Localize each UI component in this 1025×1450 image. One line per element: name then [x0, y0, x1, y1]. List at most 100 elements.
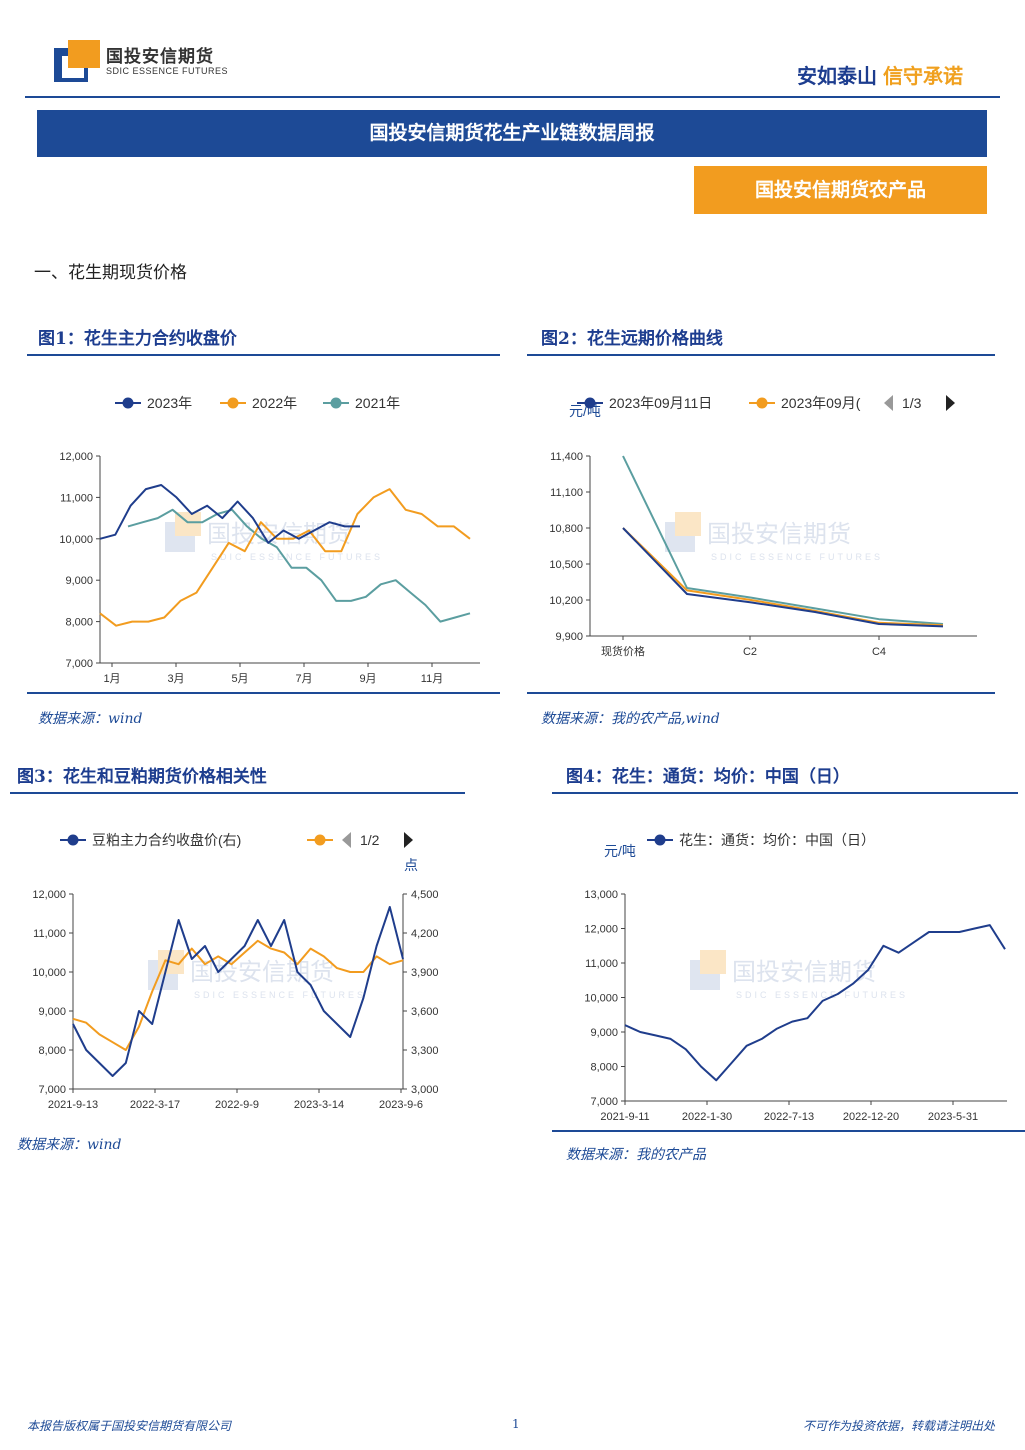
figure1-y-tick-label: 8,000 — [65, 617, 93, 629]
watermark-subtext: SDIC ESSENCE FUTURES — [736, 990, 908, 1000]
figure4-bottom-rule — [552, 1130, 1025, 1132]
figure4-x-tick-label: 2021-9-11 — [600, 1111, 649, 1123]
pager-prev-icon — [884, 395, 893, 411]
footer-page-number: 1 — [512, 1417, 520, 1431]
figure1-series-2022-line — [99, 488, 471, 627]
pager-prev-icon — [342, 832, 351, 848]
figure4-y-tick-label: 7,000 — [590, 1096, 618, 1108]
figure1-y-tick-label: 9,000 — [65, 575, 93, 587]
figure1-x-tick-label: 1月 — [103, 673, 120, 685]
figure2-bottom-rule — [527, 692, 995, 694]
figure1-bottom-rule — [27, 692, 500, 694]
figure4-y-tick-label: 9,000 — [590, 1027, 618, 1039]
figure2-x-tick-label: 现货价格 — [601, 644, 645, 658]
figure3-top-rule — [10, 792, 465, 794]
pager-next-icon — [404, 832, 413, 848]
figure3-x-tick-label: 2023-3-14 — [294, 1099, 344, 1111]
figure2-legend-item-marker-icon — [756, 397, 768, 409]
figure3-right-tick-label: 4,500 — [411, 889, 439, 901]
figure4-y-tick-label: 12,000 — [584, 924, 618, 936]
figure2-title: 图2：花生远期价格曲线 — [541, 329, 723, 349]
figure3-x-tick-label: 2021-9-13 — [48, 1099, 98, 1111]
figure2-series-line-2 — [622, 455, 944, 625]
figure3-y-tick-label: 7,000 — [38, 1084, 66, 1096]
figure2-x-tick-label: C2 — [743, 646, 757, 658]
figure4-top-rule — [552, 792, 1018, 794]
figure4-x-tick-label: 2022-7-13 — [764, 1111, 814, 1123]
figure3-x-tick-label: 2022-9-9 — [215, 1099, 259, 1111]
figure2-series-line-1 — [622, 527, 944, 627]
figure3-legend-item-marker-icon — [67, 834, 79, 846]
figure1-legend-item-marker-icon — [122, 397, 134, 409]
figure3-legend-item-2-marker-icon — [314, 834, 326, 846]
figure1-series-2021-line — [127, 508, 471, 623]
figure3-chart: 国投安信期货 SDIC ESSENCE FUTURES 点 7,000 8,000 9,0… — [32, 832, 439, 1111]
figure3-y-tick-label: 8,000 — [38, 1045, 66, 1057]
figure4-y-tick-label: 13,000 — [584, 889, 618, 901]
figure3-right-tick-label: 3,900 — [411, 967, 439, 979]
footer-copyright: 本报告版权属于国投安信期货有限公司 — [27, 1419, 232, 1433]
figure2-legend-item-label: 2023年09月( — [781, 395, 861, 411]
figure4-chart: 国投安信期货 SDIC ESSENCE FUTURES 元/吨 7,000 8,000 9… — [584, 832, 1007, 1123]
figure1-y-tick-label: 7,000 — [65, 658, 93, 670]
figure2-series-line-0 — [622, 527, 944, 628]
section-heading: 一、花生期现货价格 — [34, 263, 187, 283]
company-logo: 国投安信期货 SDIC ESSENCE FUTURES — [54, 40, 254, 88]
figure1-legend-item-label: 2021年 — [355, 395, 400, 411]
watermark-subtext: SDIC ESSENCE FUTURES — [194, 990, 366, 1000]
pager-next-icon — [946, 395, 955, 411]
figure4-x-tick-label: 2023-5-31 — [928, 1111, 978, 1123]
figure3-right-unit-label: 点 — [404, 857, 418, 873]
figure2-chart: 国投安信期货 SDIC ESSENCE FUTURES 元/吨 9,900 10,200… — [549, 395, 977, 658]
figure1-y-tick-label: 11,000 — [60, 492, 93, 504]
watermark-text: 国投安信期货 — [707, 521, 851, 548]
watermark-text: 国投安信期货 — [732, 959, 876, 986]
slogan-part2: 信守承诺 — [883, 64, 963, 88]
figure3-y-tick-label: 12,000 — [32, 889, 66, 901]
figure3-peanut-line — [72, 939, 404, 1051]
figure1-title: 图1：花生主力合约收盘价 — [38, 329, 237, 349]
figure4-price-line — [624, 924, 1006, 1082]
logo-text: 国投安信期货 — [106, 47, 214, 67]
pager-label: 1/2 — [360, 832, 380, 848]
figure1-legend-item-marker-icon — [330, 397, 342, 409]
figure4-legend-item-label: 花生：通货：均价：中国（日） — [679, 832, 875, 848]
watermark-mark-icon — [675, 512, 701, 536]
watermark-mark-icon — [700, 950, 726, 974]
figure1-legend-item-label: 2023年 — [147, 395, 192, 411]
figure1-legend-item-label: 2022年 — [252, 395, 297, 411]
figure1-top-rule — [27, 354, 500, 356]
figure2-y-tick-label: 10,200 — [549, 595, 583, 607]
figure4-y-tick-label: 10,000 — [584, 993, 618, 1005]
figure4-x-tick-label: 2022-1-30 — [682, 1111, 732, 1123]
figure1-x-tick-label: 7月 — [295, 673, 312, 685]
figure1-legend-item-marker-icon — [227, 397, 239, 409]
figure1-series-2023-line — [99, 484, 360, 544]
logo-mark-icon — [54, 40, 100, 82]
report-title-banner: 国投安信期货花生产业链数据周报 — [37, 110, 987, 157]
figure1-y-tick-label: 12,000 — [59, 451, 93, 463]
figure3-y-tick-label: 10,000 — [32, 967, 66, 979]
pager-label: 1/3 — [902, 395, 922, 411]
figure3-y-tick-label: 9,000 — [38, 1006, 66, 1018]
figure3-x-tick-label: 2022-3-17 — [130, 1099, 180, 1111]
figure1-y-tick-label: 10,000 — [59, 534, 93, 546]
figure3-x-tick-label: 2023-9-6 — [379, 1099, 423, 1111]
figure3-right-tick-label: 3,000 — [411, 1084, 439, 1096]
figure4-x-tick-label: 2022-12-20 — [843, 1111, 899, 1123]
figure4-legend-item-marker-icon — [654, 834, 666, 846]
figure4-source: 数据来源：我的农产品 — [566, 1147, 706, 1163]
logo-subtext: SDIC ESSENCE FUTURES — [106, 66, 229, 76]
slogan-part1: 安如泰山 — [797, 64, 877, 88]
figure2-y-tick-label: 9,900 — [555, 631, 583, 643]
figure4-title: 图4：花生：通货：均价：中国（日） — [566, 767, 850, 787]
figure4-y-tick-label: 11,000 — [585, 958, 618, 970]
figure1-x-tick-label: 3月 — [167, 673, 184, 685]
figure2-unit-label: 元/吨 — [569, 403, 601, 419]
figure2-y-tick-label: 10,500 — [549, 559, 583, 571]
figure1-x-tick-label: 5月 — [231, 673, 248, 685]
figure2-y-tick-label: 11,400 — [550, 451, 583, 463]
figure4-unit-label: 元/吨 — [604, 843, 636, 859]
figure3-y-tick-label: 11,000 — [33, 928, 66, 940]
figure3-right-tick-label: 3,300 — [411, 1045, 439, 1057]
